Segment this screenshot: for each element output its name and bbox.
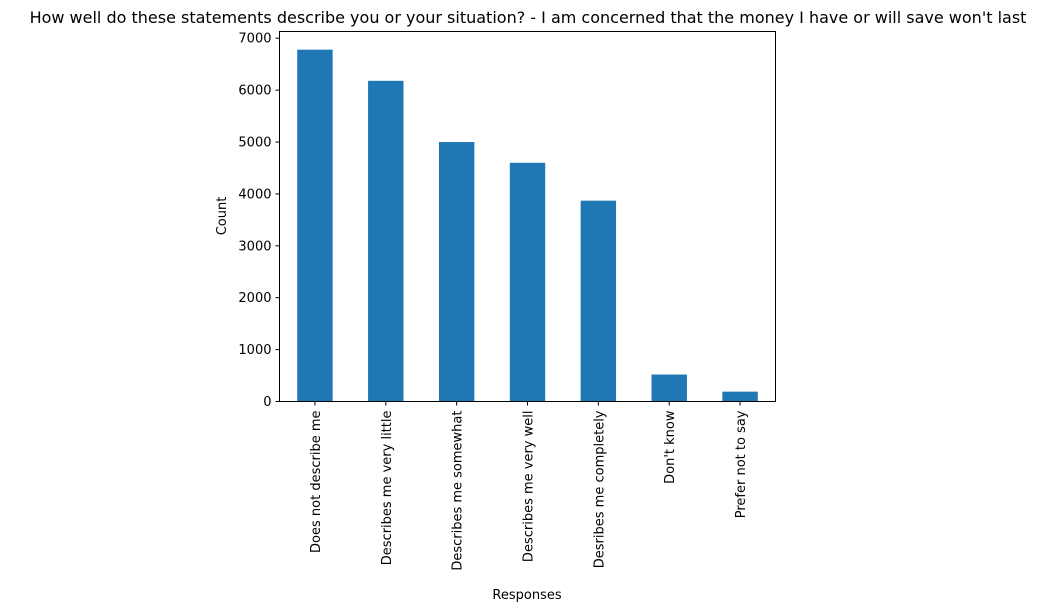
bar-3 [438, 142, 475, 402]
bar-7 [722, 391, 758, 402]
bar-4 [509, 162, 546, 402]
bar-6 [651, 374, 687, 402]
chart-title: How well do these statements describe yo… [30, 8, 1027, 27]
y-axis-ticks: 0 1000 2000 3000 4000 5000 6000 7000 [238, 32, 280, 410]
y-tick-label: 7000 [238, 32, 271, 47]
x-tick-label: Describes me very little [380, 411, 395, 566]
x-tick-label: Describes me very well [522, 411, 537, 563]
x-tick-label: Does not describe me [309, 411, 324, 553]
y-axis-label: Count [215, 197, 230, 236]
y-tick-label: 2000 [238, 291, 271, 306]
bars-group [297, 49, 758, 402]
y-tick-label: 3000 [238, 239, 271, 254]
x-tick-label: Desribes me completely [592, 410, 607, 568]
bar-5 [580, 200, 617, 402]
bar-2 [368, 80, 404, 402]
x-tick-label: Describes me somewhat [451, 411, 466, 571]
x-tick-label: Don't know [663, 410, 678, 484]
bar-1 [297, 49, 333, 402]
x-axis-ticks: Does not describe me Describes me very li… [309, 401, 749, 571]
y-tick-label: 6000 [238, 84, 271, 99]
plot-area-frame [279, 31, 776, 402]
x-tick-label: Prefer not to say [734, 410, 749, 518]
y-tick-label: 5000 [238, 136, 271, 151]
y-tick-label: 1000 [238, 343, 271, 358]
y-tick-label: 4000 [238, 187, 271, 202]
x-axis-label: Responses [492, 588, 561, 603]
y-tick-label: 0 [263, 395, 271, 410]
